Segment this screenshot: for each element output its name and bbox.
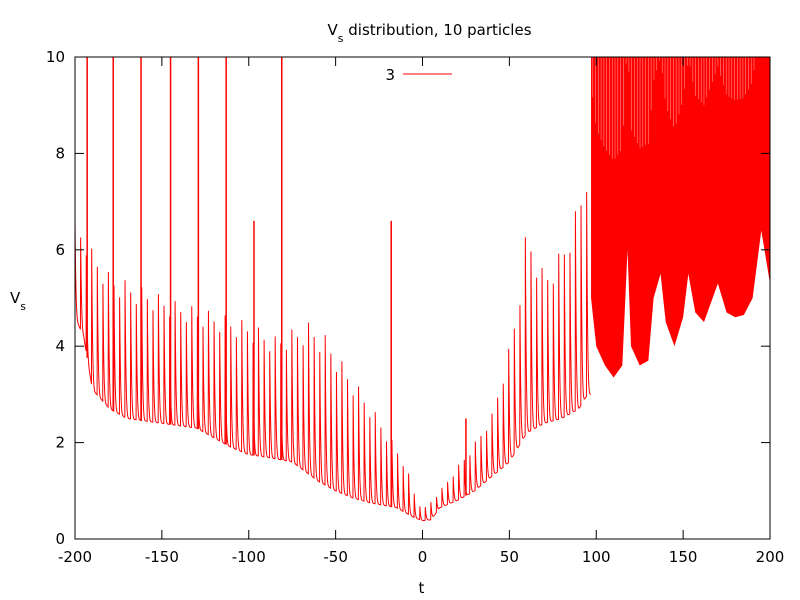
x-tick-label: 50 <box>500 548 519 566</box>
y-tick-label: 2 <box>55 434 65 452</box>
ylabel-sub: s <box>20 300 26 313</box>
chart-title: Vs distribution, 10 particles <box>327 21 531 45</box>
x-axis-label: t <box>419 579 425 597</box>
series-3-dense-region <box>591 57 770 378</box>
title-main: V <box>327 21 338 39</box>
series-3-dense-texture <box>592 57 755 159</box>
x-tick-label: -150 <box>145 548 179 566</box>
title-rest: distribution, 10 particles <box>343 21 531 39</box>
ylabel-main: V <box>10 289 21 307</box>
x-tick-label: 0 <box>418 548 428 566</box>
y-tick-label: 6 <box>55 241 65 259</box>
x-tick-label: 150 <box>669 548 698 566</box>
plot-area <box>75 57 770 522</box>
x-tick-label: -200 <box>58 548 92 566</box>
y-tick-label: 8 <box>55 144 65 162</box>
y-tick-label: 0 <box>55 530 65 548</box>
y-tick-label: 10 <box>46 48 65 66</box>
legend-series-label: 3 <box>385 66 395 84</box>
title-sub: s <box>338 32 344 45</box>
x-tick-label: -100 <box>232 548 266 566</box>
y-axis-label: Vs <box>10 289 26 313</box>
x-tick-label: 200 <box>756 548 785 566</box>
axis-ticks: -200 -150 -100 -50 0 50 100 150 200 0 2 4 6 8 10 <box>46 48 784 566</box>
series-3-line <box>75 191 591 522</box>
legend: 3 <box>385 66 452 84</box>
x-tick-label: -50 <box>323 548 348 566</box>
x-tick-label: 100 <box>582 548 611 566</box>
y-tick-label: 4 <box>55 337 65 355</box>
